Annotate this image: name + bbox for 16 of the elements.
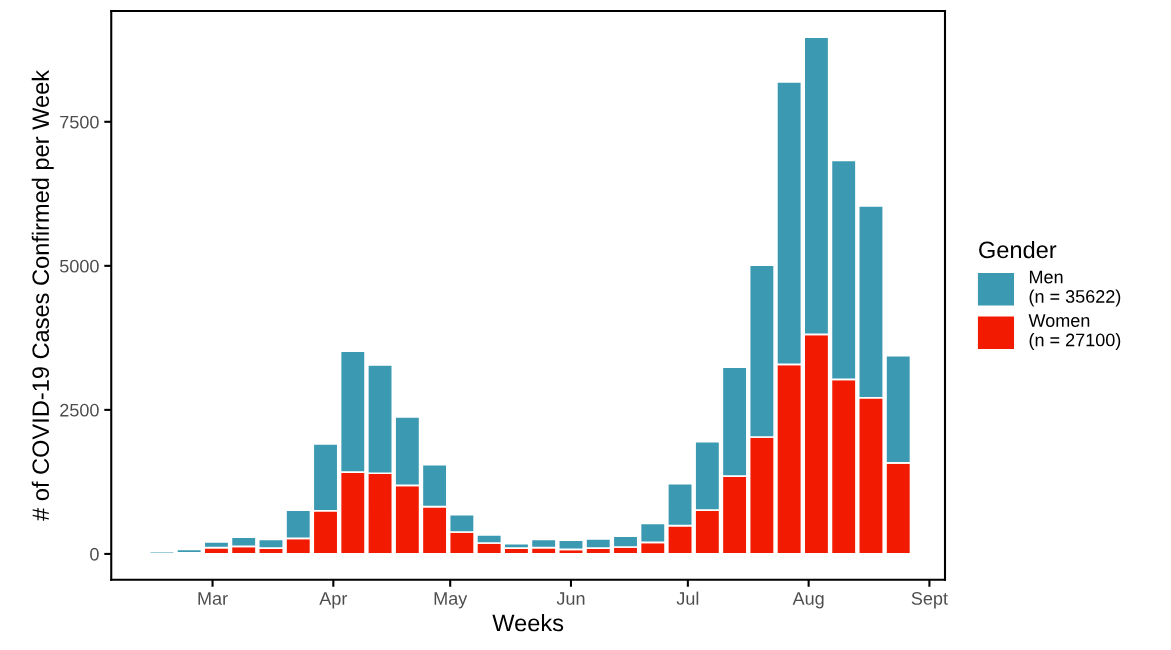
legend-label: Men (n = 35622) <box>1029 270 1121 307</box>
y-tick-label: 5000 <box>60 259 99 273</box>
x-tick-label: Jun <box>556 592 585 605</box>
x-tick-label: Sept <box>911 592 948 609</box>
x-tick-label: Jul <box>676 591 699 605</box>
y-axis-title: # of COVID-19 Cases Confirmed per Week <box>31 69 54 521</box>
legend-label: Women (n = 27100) <box>1028 314 1121 350</box>
x-tick-label: Apr <box>319 592 348 609</box>
y-tick-label: 7500 <box>60 115 99 129</box>
legend-title: Gender <box>979 240 1057 259</box>
x-tick-label: May <box>434 592 468 609</box>
y-tick-label: 2500 <box>60 403 99 417</box>
y-tick-label: 0 <box>90 547 99 561</box>
x-tick-label: Aug <box>792 592 824 609</box>
x-tick-label: Mar <box>198 592 228 605</box>
x-axis-title: Weeks <box>492 613 564 632</box>
